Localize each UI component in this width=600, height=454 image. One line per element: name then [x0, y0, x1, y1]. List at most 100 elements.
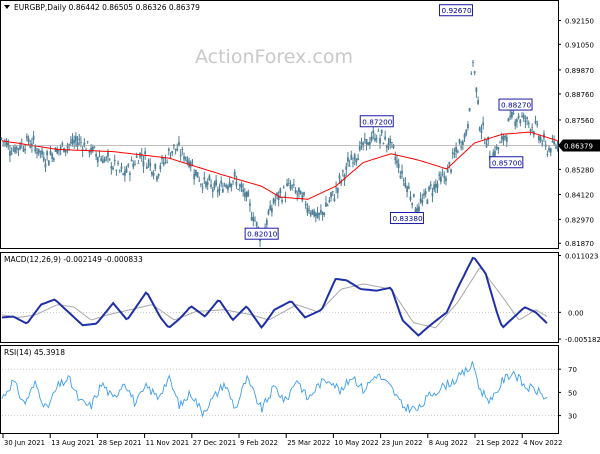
- candle-body: [68, 144, 70, 146]
- candle-body: [88, 150, 91, 153]
- candle-body: [74, 136, 77, 142]
- candle-body: [436, 183, 439, 188]
- time-tick-label: 27 Dec 2021: [193, 439, 236, 447]
- current-price-line: 0.86379: [2, 139, 600, 152]
- annotation-label: 0.85700: [492, 158, 523, 167]
- candle-body: [125, 168, 128, 173]
- candle-body: [470, 73, 473, 75]
- candle-body: [412, 194, 415, 197]
- candle-body: [118, 170, 121, 171]
- candle-body: [181, 149, 184, 151]
- candle-body: [17, 148, 20, 150]
- candle-body: [353, 154, 356, 160]
- price-tick-label: 0.88760: [565, 91, 594, 99]
- candle-body: [52, 158, 55, 161]
- candle-body: [551, 141, 554, 143]
- watermark: ActionForex.com: [195, 46, 353, 68]
- candle-body: [460, 146, 463, 148]
- candle-body: [19, 144, 21, 149]
- candle-body: [399, 176, 402, 178]
- annotation-box: [244, 227, 279, 240]
- candle-body: [326, 204, 329, 206]
- candle-body: [512, 112, 515, 114]
- candle-body: [483, 142, 486, 144]
- candle-body: [198, 180, 201, 182]
- candle-body: [303, 192, 305, 196]
- candle-body: [556, 144, 559, 150]
- candle-body: [249, 203, 251, 206]
- candle-body: [22, 148, 25, 152]
- candle-body: [519, 119, 522, 124]
- candle-body: [431, 192, 434, 197]
- candle-body: [178, 141, 180, 146]
- annotation-box: [438, 4, 473, 17]
- candle-body: [122, 173, 125, 175]
- candle-body: [341, 170, 344, 172]
- time-tick-label: 23 Jun 2022: [382, 439, 423, 447]
- candle-body: [370, 136, 373, 141]
- candle-body: [227, 186, 229, 190]
- candle-body: [306, 207, 309, 213]
- candle-body: [276, 192, 278, 195]
- candle-body: [456, 151, 459, 153]
- candle-body: [46, 151, 49, 156]
- candle-body: [29, 144, 32, 148]
- candle-body: [549, 148, 552, 153]
- candle-body: [44, 163, 47, 168]
- candle-body: [193, 173, 196, 180]
- candle-body: [313, 211, 316, 217]
- candle-body: [539, 137, 542, 142]
- candle-body: [167, 148, 170, 151]
- rsi-axis: 70 50 30: [2, 366, 577, 421]
- current-price-tag: [558, 139, 600, 152]
- candle-body: [304, 204, 307, 206]
- annotation-label: 0.92670: [441, 6, 472, 15]
- price-tick-label: 0.91050: [565, 41, 594, 49]
- dropdown-triangle-icon[interactable]: [4, 5, 10, 9]
- annotation-box: [359, 115, 394, 128]
- candle-body: [375, 138, 378, 140]
- annotation-box: [489, 156, 524, 169]
- candle-body: [363, 138, 366, 140]
- candle-body: [439, 176, 442, 182]
- candle-body: [392, 144, 395, 148]
- candle-body: [311, 209, 314, 214]
- macd-tick-label: -0.005182: [565, 336, 600, 344]
- candle-body: [526, 117, 528, 119]
- candle-body: [66, 146, 69, 148]
- candle-body: [320, 210, 322, 213]
- candle-body: [93, 146, 96, 148]
- candle-body: [157, 173, 160, 176]
- candle-body: [382, 143, 385, 145]
- candle-body: [96, 157, 99, 163]
- candle-body: [49, 151, 52, 155]
- candle-body: [265, 220, 268, 225]
- candle-body: [343, 175, 346, 181]
- candle-body: [404, 182, 407, 187]
- candle-body: [308, 209, 310, 211]
- candle-body: [208, 175, 211, 180]
- candle-body: [254, 220, 256, 222]
- candle-body: [510, 112, 513, 118]
- candle-body: [176, 148, 179, 151]
- candle-body: [441, 174, 444, 176]
- candle-body: [478, 127, 481, 131]
- candle-body: [169, 157, 172, 159]
- time-tick-label: 11 Nov 2021: [146, 439, 190, 447]
- candle-body: [80, 141, 82, 143]
- rsi-plot: [1, 361, 548, 418]
- candle-body: [289, 185, 292, 189]
- candle-body: [299, 190, 302, 195]
- current-price-label: 0.86379: [564, 143, 593, 151]
- candle-body: [507, 118, 510, 122]
- rsi-title: RSI(14) 45.3918: [4, 348, 65, 357]
- candle-body: [475, 87, 478, 93]
- candle-body: [86, 141, 89, 142]
- candle-body: [531, 126, 534, 128]
- candle-body: [24, 148, 27, 150]
- candle-body: [377, 130, 380, 132]
- candle-body: [291, 184, 294, 186]
- candle-body: [321, 211, 324, 215]
- price-tick-label: 0.81870: [565, 240, 594, 248]
- macd-plot: [1, 256, 548, 337]
